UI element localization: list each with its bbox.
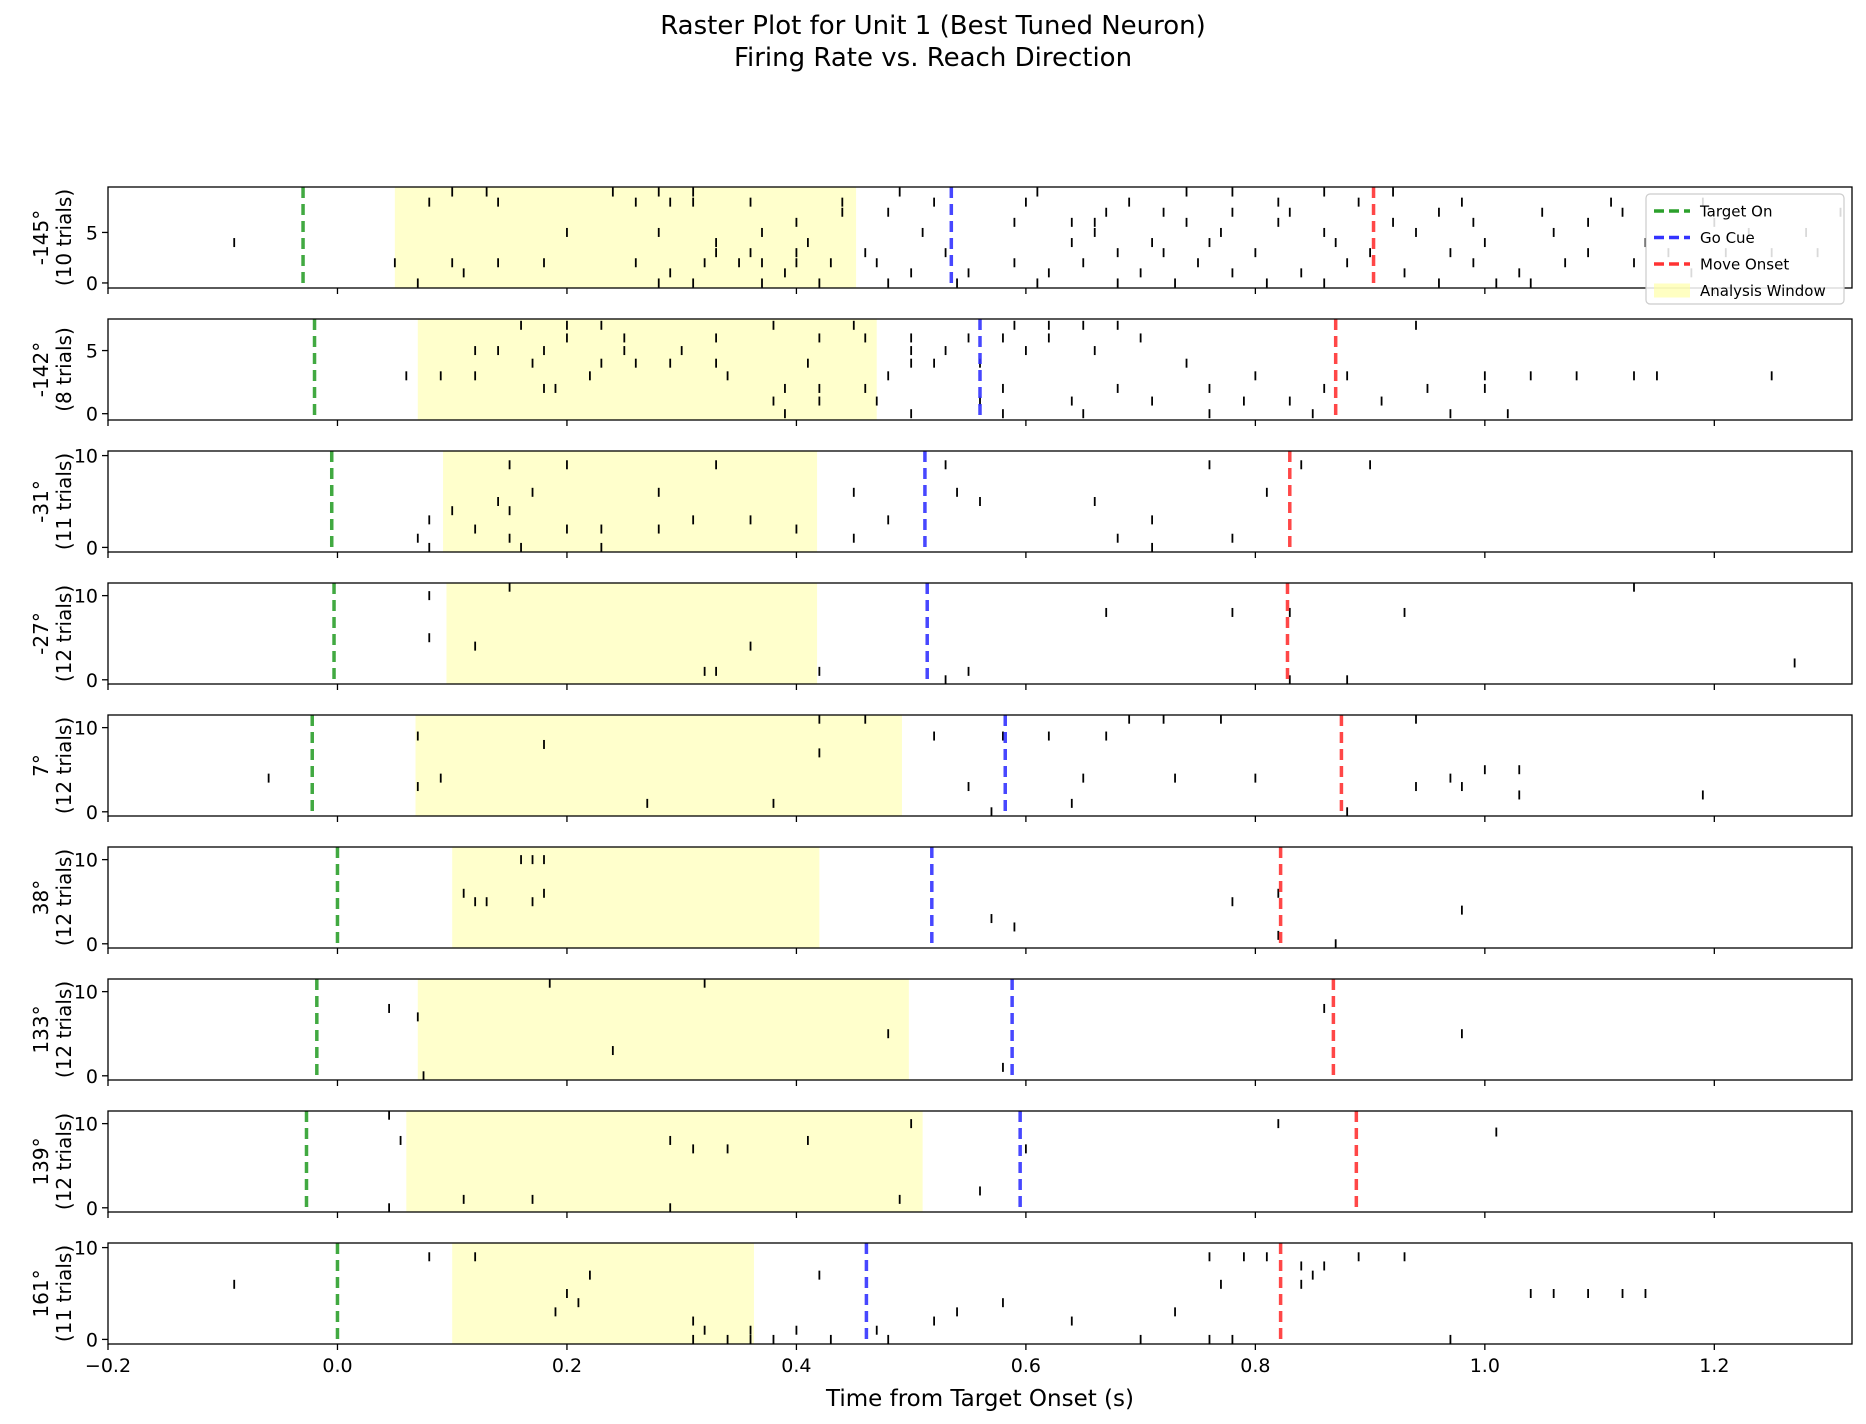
x-tick-label: 0.8 — [1240, 1355, 1270, 1377]
y-tick-label: 10 — [74, 446, 98, 468]
analysis-window — [417, 319, 877, 420]
panel-trials-label: (12 trials) — [52, 1113, 76, 1210]
panel-direction-label: 139° — [29, 1137, 53, 1185]
analysis-window — [415, 715, 902, 816]
analysis-window — [406, 1111, 923, 1212]
x-tick-label: −0.2 — [85, 1355, 131, 1377]
x-tick-label: 0.6 — [1011, 1355, 1041, 1377]
legend-label: Analysis Window — [1700, 282, 1826, 300]
x-axis-label: Time from Target Onset (s) — [825, 1386, 1134, 1412]
y-tick-label: 0 — [86, 404, 98, 426]
legend-swatch-analysis-window — [1654, 283, 1690, 298]
chart-title: Raster Plot for Unit 1 (Best Tuned Neuro… — [0, 10, 1866, 74]
panel-frame — [107, 714, 1853, 817]
analysis-window — [452, 1243, 754, 1344]
analysis-window — [443, 451, 818, 552]
panel-direction-label: -142° — [29, 342, 53, 397]
panel-direction-label: 161° — [29, 1269, 53, 1317]
x-tick-label: 1.0 — [1470, 1355, 1500, 1377]
legend-label: Go Cue — [1700, 229, 1755, 247]
panel-frame — [107, 450, 1853, 553]
analysis-window — [452, 847, 820, 948]
panel-direction-label: 38° — [29, 880, 53, 915]
panel-direction-label: -31° — [29, 480, 53, 523]
panel-direction-label: 7° — [29, 754, 53, 777]
chart-title-line-2: Firing Rate vs. Reach Direction — [733, 43, 1133, 73]
analysis-window — [446, 583, 818, 684]
panel-trials-label: (10 trials) — [52, 189, 76, 286]
panel-trials-label: (12 trials) — [52, 849, 76, 946]
panel-frame — [107, 1110, 1853, 1213]
panel-5: 0 10 38° (12 trials) — [29, 846, 1853, 956]
panel-frame — [107, 582, 1853, 685]
panel-trials-label: (12 trials) — [52, 981, 76, 1078]
chart-title-line-1: Raster Plot for Unit 1 (Best Tuned Neuro… — [660, 11, 1206, 41]
panel-frame — [107, 978, 1853, 1081]
y-tick-label: 10 — [74, 718, 98, 740]
panel-direction-label: -145° — [29, 210, 53, 265]
y-tick-label: 10 — [74, 1114, 98, 1136]
y-tick-label: 0 — [86, 273, 98, 295]
panel-7: 0 10 139° (12 trials) — [29, 1110, 1853, 1220]
y-tick-label: 10 — [74, 586, 98, 608]
y-tick-label: 0 — [86, 1066, 98, 1088]
panel-trials-label: (8 trials) — [52, 327, 76, 412]
panel-frame — [107, 318, 1853, 421]
panel-trials-label: (11 trials) — [52, 453, 76, 550]
panel-0: 0 5 -145° (10 trials) — [29, 186, 1853, 295]
y-tick-label: 0 — [86, 934, 98, 956]
analysis-window — [417, 979, 909, 1080]
y-tick-label: 10 — [74, 1238, 98, 1260]
panel-trials-label: (12 trials) — [52, 717, 76, 814]
panel-6: 0 10 133° (12 trials) — [29, 978, 1853, 1088]
legend-box — [1645, 193, 1845, 305]
y-tick-label: 10 — [74, 850, 98, 872]
panel-4: 0 10 7° (12 trials) — [29, 714, 1853, 824]
panel-2: 0 10 -31° (11 trials) — [29, 446, 1853, 559]
x-tick-label: 0.4 — [781, 1355, 811, 1377]
x-tick-label: 0.2 — [552, 1355, 582, 1377]
panel-trials-label: (12 trials) — [52, 585, 76, 682]
panel-3: 0 10 -27° (12 trials) — [29, 582, 1853, 692]
y-tick-label: 0 — [86, 1198, 98, 1220]
y-tick-label: 5 — [86, 341, 98, 363]
y-tick-label: 5 — [86, 222, 98, 244]
panel-1: 0 5 -142° (8 trials) — [29, 318, 1853, 426]
y-tick-label: 0 — [86, 1329, 98, 1351]
x-tick-label: 1.2 — [1699, 1355, 1729, 1377]
panel-frame — [107, 846, 1853, 949]
y-tick-label: 10 — [74, 982, 98, 1004]
legend-label: Target On — [1699, 203, 1773, 221]
y-tick-label: 0 — [86, 537, 98, 559]
panel-direction-label: -27° — [29, 612, 53, 655]
analysis-window — [394, 187, 857, 288]
legend-label: Move Onset — [1700, 256, 1789, 274]
legend: Target On Go Cue Move Onset Analysis Window — [1645, 193, 1845, 305]
panel-trials-label: (11 trials) — [52, 1245, 76, 1342]
y-tick-label: 0 — [86, 670, 98, 692]
y-tick-label: 0 — [86, 802, 98, 824]
panel-8: 0 10 161° (11 trials) −0.2 0.0 0.2 0.4 0.6 0.8 1.0… — [29, 1238, 1853, 1377]
panel-frame — [107, 186, 1853, 289]
panel-direction-label: 133° — [29, 1005, 53, 1053]
panel-frame — [107, 1242, 1853, 1345]
x-tick-label: 0.0 — [322, 1355, 352, 1377]
